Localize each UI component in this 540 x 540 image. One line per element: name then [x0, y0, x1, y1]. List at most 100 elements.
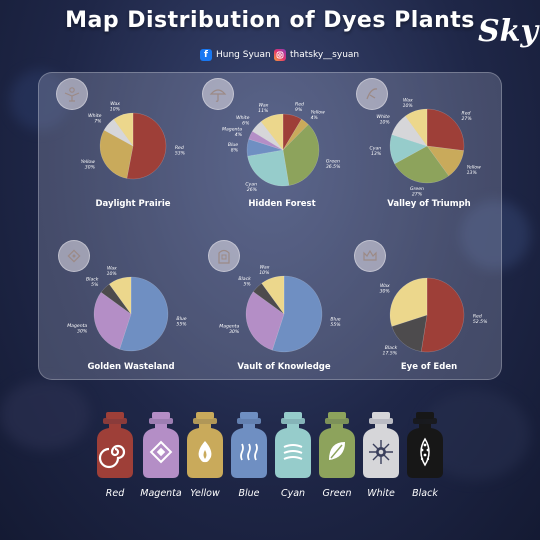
slice-value-daylight-prairie-yellow: 30% [85, 164, 95, 170]
leaf-icon [329, 442, 345, 460]
pie-slice-eye-of-eden-black [391, 314, 428, 352]
bottle-magenta [143, 412, 179, 478]
waves-icon [240, 443, 258, 461]
chart-title-eye-of-eden: Eye of Eden [400, 362, 458, 372]
pie-slice-valley-of-triumph-red [426, 108, 465, 151]
slice-label-daylight-prairie-yellow: Yellow [81, 159, 95, 165]
pie-slice-hidden-forest-green [282, 124, 320, 186]
pie-slice-golden-wasteland-wax [108, 276, 132, 315]
slice-label-hidden-forest-magenta: Magenta [222, 126, 242, 132]
instagram-icon [274, 49, 286, 61]
slice-label-eye-of-eden-wax: Wax [380, 283, 390, 289]
slice-value-eye-of-eden-red: 52.5% [473, 319, 488, 325]
skating-figure-icon [356, 78, 388, 110]
star-burst-icon [369, 440, 393, 464]
pie-slice-hidden-forest-white [252, 121, 284, 151]
legend-label-red: Red [105, 488, 125, 499]
bottle-yellow [187, 412, 223, 478]
slice-value-valley-of-triumph-wax: 10% [403, 103, 413, 109]
pie-slice-daylight-prairie-red [126, 112, 167, 180]
slice-label-golden-wasteland-wax: Wax [107, 265, 117, 271]
pie-slice-vault-of-knowledge-magenta [245, 291, 285, 351]
slice-value-hidden-forest-yellow: 4% [311, 115, 318, 121]
bottle-red [97, 412, 133, 478]
slice-value-hidden-forest-magenta: 4% [235, 132, 242, 138]
slice-label-hidden-forest-red: Red [295, 102, 304, 108]
flame-icon [198, 441, 212, 463]
facebook-credit: f Hung Syuan [200, 46, 271, 64]
slice-value-valley-of-triumph-cyan: 13% [371, 151, 381, 157]
slice-value-golden-wasteland-magenta: 30% [77, 329, 87, 335]
slice-value-valley-of-triumph-green: 27% [412, 191, 422, 197]
slice-label-eye-of-eden-black: Black [385, 345, 398, 351]
slice-label-hidden-forest-green: Green [326, 159, 340, 165]
slice-value-daylight-prairie-white: 7% [94, 119, 101, 125]
chart-title-golden-wasteland: Golden Wasteland [87, 362, 175, 372]
slice-value-daylight-prairie-wax: 10% [110, 107, 120, 113]
pie-slice-golden-wasteland-black [100, 283, 132, 315]
pie-slice-hidden-forest-magenta [248, 130, 284, 151]
facebook-handle: Hung Syuan [216, 50, 271, 60]
slice-label-hidden-forest-yellow: Yellow [311, 109, 325, 115]
sun-figure-icon [56, 78, 88, 110]
pie-slice-daylight-prairie-wax [113, 112, 134, 147]
seed-pod-icon [420, 437, 430, 467]
vault-door-icon [208, 240, 240, 272]
legend-label-green: Green [322, 488, 352, 499]
spiral-icon [98, 444, 126, 469]
slice-label-eye-of-eden-red: Red [473, 314, 482, 320]
bottle-green [319, 412, 355, 478]
pie-slice-vault-of-knowledge-black [252, 282, 285, 315]
slice-label-valley-of-triumph-white: White [376, 114, 390, 120]
facebook-icon: f [200, 49, 212, 61]
slice-label-hidden-forest-cyan: Cyan [245, 182, 257, 188]
slice-value-daylight-prairie-red: 53% [175, 150, 185, 156]
legend-label-black: Black [412, 488, 438, 499]
pie-slice-daylight-prairie-white [103, 119, 134, 147]
slice-value-vault-of-knowledge-black: 5% [243, 281, 250, 287]
slice-label-hidden-forest-blue: Blue [228, 142, 238, 148]
slice-label-vault-of-knowledge-black: Black [238, 276, 251, 282]
slice-value-valley-of-triumph-white: 10% [380, 119, 390, 125]
slice-value-hidden-forest-cyan: 26% [247, 187, 257, 193]
pie-slice-daylight-prairie-yellow [99, 129, 134, 179]
slice-value-golden-wasteland-wax: 10% [107, 271, 117, 277]
slice-label-daylight-prairie-red: Red [175, 145, 184, 151]
slice-label-golden-wasteland-magenta: Magenta [67, 323, 87, 329]
pie-slice-valley-of-triumph-green [394, 145, 450, 184]
background-light [0, 380, 90, 450]
slice-label-hidden-forest-wax: Wax [259, 102, 269, 108]
pie-slice-valley-of-triumph-white [391, 115, 428, 147]
bottle-cyan [275, 412, 311, 478]
slice-value-golden-wasteland-blue: 55% [176, 322, 186, 328]
pie-slice-vault-of-knowledge-wax [261, 275, 285, 315]
slice-value-valley-of-triumph-yellow: 13% [467, 170, 477, 176]
bottle-black [407, 412, 443, 478]
pie-slice-hidden-forest-blue [246, 138, 284, 157]
slice-label-valley-of-triumph-yellow: Yellow [467, 164, 481, 170]
slice-label-valley-of-triumph-cyan: Cyan [370, 145, 382, 151]
slice-value-vault-of-knowledge-magenta: 30% [229, 329, 239, 335]
slice-label-hidden-forest-white: White [236, 115, 250, 121]
chart-title-daylight-prairie: Daylight Prairie [95, 199, 171, 209]
bottle-white [363, 412, 399, 478]
slice-value-vault-of-knowledge-wax: 10% [259, 270, 269, 276]
legend-label-blue: Blue [238, 488, 260, 499]
pie-slice-hidden-forest-wax [260, 113, 284, 151]
pie-slice-valley-of-triumph-yellow [426, 145, 464, 177]
legend-label-white: White [367, 488, 395, 499]
slice-label-valley-of-triumph-green: Green [410, 186, 424, 192]
pie-slice-golden-wasteland-blue [119, 276, 169, 352]
slice-label-golden-wasteland-blue: Blue [176, 316, 186, 322]
slice-label-valley-of-triumph-wax: Wax [403, 97, 413, 103]
bottle-blue [231, 412, 267, 478]
pie-slice-hidden-forest-cyan [247, 149, 290, 187]
slice-label-daylight-prairie-wax: Wax [110, 101, 120, 107]
slice-value-hidden-forest-white: 6% [242, 121, 249, 127]
slice-value-hidden-forest-red: 9% [295, 107, 302, 113]
wind-icon [283, 444, 303, 460]
crystal-icon [58, 240, 90, 272]
